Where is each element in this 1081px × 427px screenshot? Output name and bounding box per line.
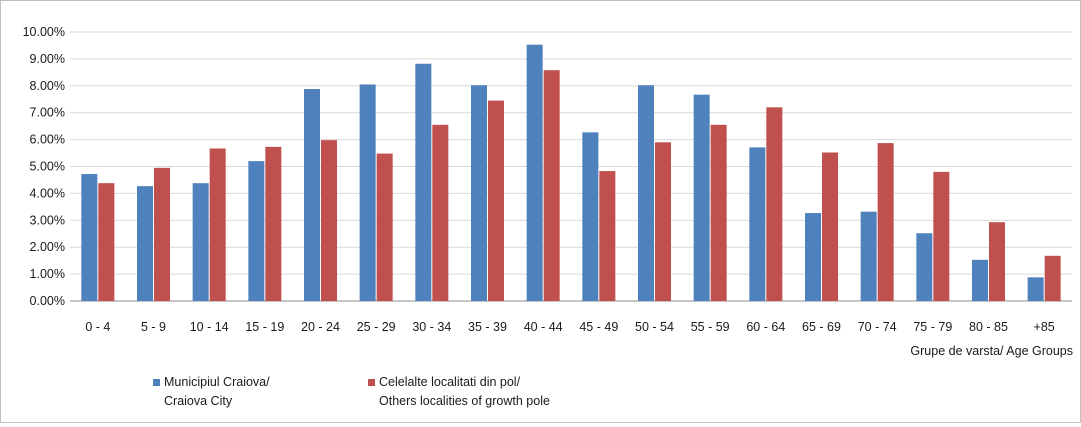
bar-growth-pole xyxy=(98,183,115,301)
bar-craiova xyxy=(582,132,599,301)
bar-growth-pole xyxy=(933,171,950,301)
x-tick-label: 50 - 54 xyxy=(635,320,674,334)
bar-craiova xyxy=(137,186,153,301)
bar-craiova xyxy=(471,85,487,302)
bar-craiova xyxy=(526,44,543,301)
y-tick-label: 10.00% xyxy=(23,25,65,39)
x-tick-label: 25 - 29 xyxy=(357,320,396,334)
bar-craiova xyxy=(638,85,654,302)
bar-craiova xyxy=(359,84,376,301)
x-tick-label: 40 - 44 xyxy=(524,320,563,334)
x-tick-label: 15 - 19 xyxy=(245,320,284,334)
y-tick-label: 9.00% xyxy=(30,52,65,66)
y-tick-label: 5.00% xyxy=(30,160,65,174)
x-tick-label: 65 - 69 xyxy=(802,320,841,334)
legend-swatch-craiova xyxy=(153,379,160,386)
legend-label-growth-pole-line2: Others localities of growth pole xyxy=(379,394,550,408)
bar-growth-pole xyxy=(432,124,449,302)
bar-growth-pole xyxy=(822,152,838,301)
bar-growth-pole xyxy=(488,100,504,301)
bar-craiova xyxy=(916,233,933,301)
y-axis-ticks: 0.00% 1.00% 2.00% 3.00% 4.00% 5.00% 6.00% 7.00%… xyxy=(23,25,65,308)
x-tick-label: +85 xyxy=(1034,320,1055,334)
x-tick-label: 75 - 79 xyxy=(913,320,952,334)
bar-craiova xyxy=(1027,277,1044,301)
y-tick-label: 3.00% xyxy=(30,213,65,227)
bar-craiova xyxy=(192,183,209,301)
bar-craiova xyxy=(81,174,98,301)
bar-growth-pole xyxy=(154,167,170,301)
bar-craiova xyxy=(304,89,320,301)
x-axis-title: Grupe de varsta/ Age Groups xyxy=(910,344,1073,358)
y-tick-label: 4.00% xyxy=(30,186,65,200)
y-tick-label: 8.00% xyxy=(30,79,65,93)
bar-craiova xyxy=(805,213,821,301)
legend-label-craiova-line2: Craiova City xyxy=(164,394,233,408)
x-tick-label: 20 - 24 xyxy=(301,320,340,334)
bar-growth-pole xyxy=(321,140,337,301)
legend-item-growth-pole: Celelalte localitati din pol/ Others loc… xyxy=(368,375,550,408)
bar-growth-pole xyxy=(1044,255,1061,301)
bar-growth-pole xyxy=(599,171,616,301)
x-tick-label: 35 - 39 xyxy=(468,320,507,334)
gridlines xyxy=(70,31,1072,302)
y-tick-label: 1.00% xyxy=(30,267,65,281)
x-tick-label: 10 - 14 xyxy=(190,320,229,334)
bar-growth-pole xyxy=(877,143,894,301)
x-tick-label: 55 - 59 xyxy=(691,320,730,334)
x-tick-label: 5 - 9 xyxy=(141,320,166,334)
y-tick-label: 0.00% xyxy=(30,294,65,308)
bar-growth-pole xyxy=(766,107,783,301)
y-tick-label: 6.00% xyxy=(30,133,65,147)
x-tick-label: 0 - 4 xyxy=(85,320,110,334)
bar-growth-pole xyxy=(989,222,1005,301)
bar-craiova xyxy=(693,94,710,301)
bar-craiova xyxy=(860,211,877,301)
bar-growth-pole xyxy=(265,146,282,301)
bar-growth-pole xyxy=(710,124,727,302)
bar-craiova xyxy=(972,259,988,301)
x-tick-label: 30 - 34 xyxy=(412,320,451,334)
legend: Municipiul Craiova/ Craiova City Celelal… xyxy=(153,375,550,408)
x-tick-label: 60 - 64 xyxy=(746,320,785,334)
legend-label-growth-pole-line1: Celelalte localitati din pol/ xyxy=(379,375,521,389)
x-tick-label: 45 - 49 xyxy=(579,320,618,334)
legend-item-craiova: Municipiul Craiova/ Craiova City xyxy=(153,375,270,408)
y-tick-label: 7.00% xyxy=(30,106,65,120)
bar-growth-pole xyxy=(209,148,226,301)
x-tick-label: 80 - 85 xyxy=(969,320,1008,334)
bar-growth-pole xyxy=(655,142,671,301)
x-axis-ticks: 0 - 4 5 - 9 10 - 14 15 - 19 20 - 24 25 - 29 30… xyxy=(85,320,1054,334)
bar-craiova xyxy=(415,63,432,301)
y-tick-label: 2.00% xyxy=(30,240,65,254)
bar-growth-pole xyxy=(376,153,393,301)
bar-growth-pole xyxy=(543,70,560,301)
bars xyxy=(81,44,1061,302)
x-tick-label: 70 - 74 xyxy=(858,320,897,334)
bar-craiova xyxy=(749,147,766,301)
bar-craiova xyxy=(248,161,265,301)
legend-label-craiova-line1: Municipiul Craiova/ xyxy=(164,375,270,389)
legend-swatch-growth-pole xyxy=(368,379,375,386)
